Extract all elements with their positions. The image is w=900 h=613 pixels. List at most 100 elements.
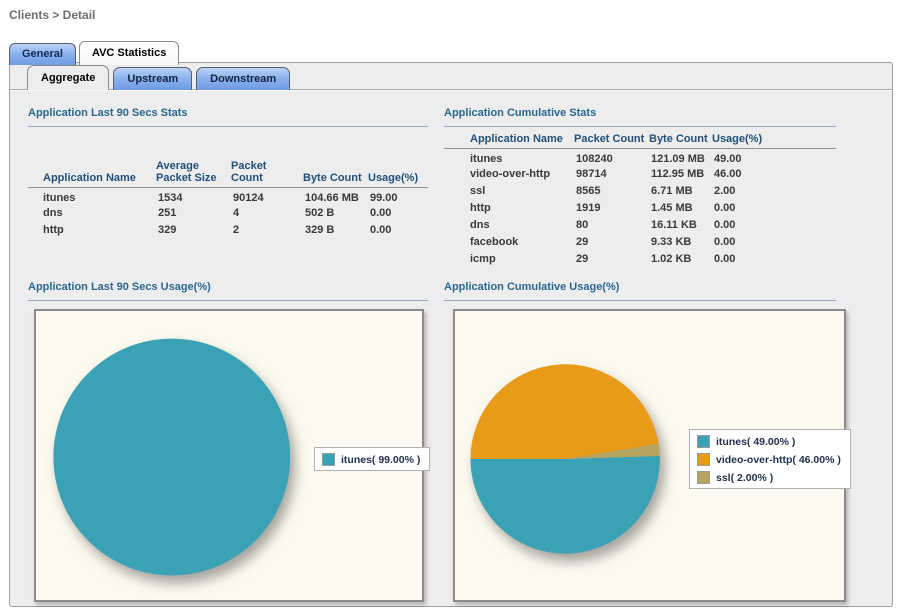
- table-cell: 251: [156, 205, 231, 222]
- section-cumulative-chart: Application Cumulative Usage(%): [444, 281, 836, 301]
- section-title: Application Cumulative Stats: [444, 107, 836, 119]
- subtab-downstream[interactable]: Downstream: [196, 67, 290, 90]
- table-cell: dns: [28, 205, 156, 222]
- legend-item: itunes( 49.00% ): [697, 435, 841, 448]
- table-row: itunes108240121.09 MB49.00: [444, 149, 836, 166]
- legend-swatch: [697, 435, 710, 448]
- table-cell: 121.09 MB: [649, 149, 712, 166]
- table-cell: 329: [156, 222, 231, 239]
- table-cell: http: [444, 200, 574, 217]
- legend-item: ssl( 2.00% ): [697, 471, 841, 484]
- column-header: Byte Count: [649, 133, 712, 149]
- column-header: Usage(%): [368, 160, 428, 188]
- cumulative-pie-chart-box: itunes( 49.00% ) video-over-http( 46.00% …: [453, 309, 846, 602]
- column-header: Packet Count: [574, 133, 649, 149]
- tab-general[interactable]: General: [9, 43, 76, 65]
- table-cell: http: [28, 222, 156, 239]
- table-cell: 46.00: [712, 166, 836, 183]
- table-row: http19191.45 MB0.00: [444, 200, 836, 217]
- tab-avc-statistics[interactable]: AVC Statistics: [79, 41, 179, 65]
- table-cell: 4: [231, 205, 303, 222]
- section-last90-stats: Application Last 90 Secs Stats Applicati…: [28, 107, 428, 239]
- avc-statistics-panel: AggregateUpstreamDownstream Application …: [9, 62, 893, 607]
- table-cell: 2: [231, 222, 303, 239]
- client-detail-page: Clients > Detail GeneralAVC Statistics A…: [0, 0, 900, 613]
- table-cell: 8565: [574, 183, 649, 200]
- table-cell: itunes: [28, 188, 156, 205]
- column-header: Byte Count: [303, 160, 368, 188]
- table-row: dns8016.11 KB0.00: [444, 217, 836, 234]
- table-cell: 0.00: [712, 251, 836, 268]
- table-cell: 49.00: [712, 149, 836, 166]
- legend-label: itunes( 49.00% ): [716, 436, 795, 448]
- table-cell: video-over-http: [444, 166, 574, 183]
- table-row: ssl85656.71 MB2.00: [444, 183, 836, 200]
- table-cell: 98714: [574, 166, 649, 183]
- table-cell: icmp: [444, 251, 574, 268]
- subtab-upstream[interactable]: Upstream: [113, 67, 192, 90]
- sub-tab-bar: AggregateUpstreamDownstream: [27, 65, 290, 90]
- table-row: video-over-http98714112.95 MB46.00: [444, 166, 836, 183]
- table-cell: 1534: [156, 188, 231, 205]
- table-cell: 0.00: [712, 234, 836, 251]
- pie-slice-itunes: [53, 339, 290, 576]
- table-cell: 1.02 KB: [649, 251, 712, 268]
- section-cumulative-stats: Application Cumulative Stats Application…: [444, 107, 836, 268]
- table-cell: 502 B: [303, 205, 368, 222]
- table-row: dns2514502 B0.00: [28, 205, 428, 222]
- table-cell: 6.71 MB: [649, 183, 712, 200]
- legend-item: video-over-http( 46.00% ): [697, 453, 841, 466]
- section-title: Application Last 90 Secs Stats: [28, 107, 428, 119]
- pie-slice-itunes: [470, 456, 659, 554]
- table-cell: 16.11 KB: [649, 217, 712, 234]
- section-title: Application Cumulative Usage(%): [444, 281, 836, 293]
- table-cell: facebook: [444, 234, 574, 251]
- legend-swatch: [697, 453, 710, 466]
- table-cell: ssl: [444, 183, 574, 200]
- table-cell: 0.00: [712, 217, 836, 234]
- table-cell: 1.45 MB: [649, 200, 712, 217]
- column-header: Average Packet Size: [156, 160, 231, 188]
- title-rule: [28, 300, 428, 301]
- cumulative-pie-legend: itunes( 49.00% ) video-over-http( 46.00% …: [689, 429, 851, 489]
- section-title: Application Last 90 Secs Usage(%): [28, 281, 428, 293]
- top-tab-bar: GeneralAVC Statistics: [9, 41, 179, 65]
- section-last90-chart: Application Last 90 Secs Usage(%): [28, 281, 428, 301]
- title-rule: [444, 126, 836, 127]
- table-cell: 29: [574, 234, 649, 251]
- table-cell: 90124: [231, 188, 303, 205]
- subtab-aggregate[interactable]: Aggregate: [27, 65, 109, 90]
- table-row: facebook299.33 KB0.00: [444, 234, 836, 251]
- pie-slice-video-over-http: [470, 364, 658, 459]
- legend-swatch: [322, 453, 335, 466]
- legend-item: itunes( 99.00% ): [322, 453, 420, 466]
- column-header: Usage(%): [712, 133, 836, 149]
- table-cell: 0.00: [368, 222, 428, 239]
- title-rule: [444, 300, 836, 301]
- column-header: Packet Count: [231, 160, 303, 188]
- table-cell: 2.00: [712, 183, 836, 200]
- table-cell: 0.00: [368, 205, 428, 222]
- last90-pie-chart-box: itunes( 99.00% ): [34, 309, 424, 602]
- breadcrumb: Clients > Detail: [9, 8, 95, 22]
- table-cell: 9.33 KB: [649, 234, 712, 251]
- legend-label: video-over-http( 46.00% ): [716, 454, 841, 466]
- table-row: itunes153490124104.66 MB99.00: [28, 188, 428, 205]
- table-row: http3292329 B0.00: [28, 222, 428, 239]
- table-cell: 99.00: [368, 188, 428, 205]
- table-cell: 29: [574, 251, 649, 268]
- table-cell: 329 B: [303, 222, 368, 239]
- column-header: Application Name: [28, 160, 156, 188]
- table-cell: 112.95 MB: [649, 166, 712, 183]
- legend-label: ssl( 2.00% ): [716, 472, 773, 484]
- title-rule: [28, 126, 428, 127]
- last90-table: Application NameAverage Packet SizePacke…: [28, 160, 428, 239]
- table-cell: 80: [574, 217, 649, 234]
- cumulative-table: Application NamePacket CountByte CountUs…: [444, 133, 836, 268]
- column-header: Application Name: [444, 133, 574, 149]
- table-cell: 104.66 MB: [303, 188, 368, 205]
- table-cell: 108240: [574, 149, 649, 166]
- table-cell: itunes: [444, 149, 574, 166]
- table-cell: 0.00: [712, 200, 836, 217]
- table-cell: dns: [444, 217, 574, 234]
